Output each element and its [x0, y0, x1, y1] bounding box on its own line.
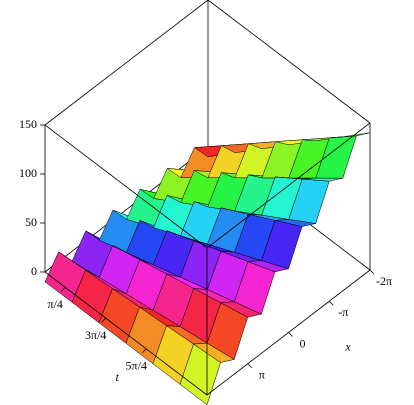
surface-patch	[329, 132, 371, 139]
box-edge	[44, 0, 209, 126]
x-tick-label: 0	[300, 336, 306, 350]
box-edge	[207, 0, 371, 124]
y-axis-label: t	[115, 370, 119, 384]
box-edge	[206, 122, 371, 249]
box-edge	[44, 146, 209, 273]
x-tick	[328, 300, 334, 306]
x-tick	[247, 363, 253, 369]
box-edge	[44, 271, 208, 396]
z-tick-label: 50	[25, 215, 37, 229]
y-tick	[141, 348, 147, 354]
y-tick	[60, 287, 66, 292]
z-tick-label: 150	[19, 117, 37, 131]
x-tick	[369, 269, 375, 275]
x-tick-label: -2π	[376, 274, 392, 288]
y-tick-label: π/4	[48, 297, 63, 311]
y-tick-label: 5π/4	[126, 359, 147, 373]
box-edge	[44, 124, 208, 249]
y-tick	[101, 317, 107, 323]
z-tick-label: 100	[19, 166, 37, 180]
x-axis-label: x	[344, 339, 351, 353]
x-tick-label: π	[259, 368, 265, 382]
y-tick-label: 3π/4	[85, 328, 106, 342]
x-tick	[288, 332, 293, 337]
z-tick-label: 0	[31, 264, 37, 278]
x-tick-label: -π	[338, 305, 348, 319]
